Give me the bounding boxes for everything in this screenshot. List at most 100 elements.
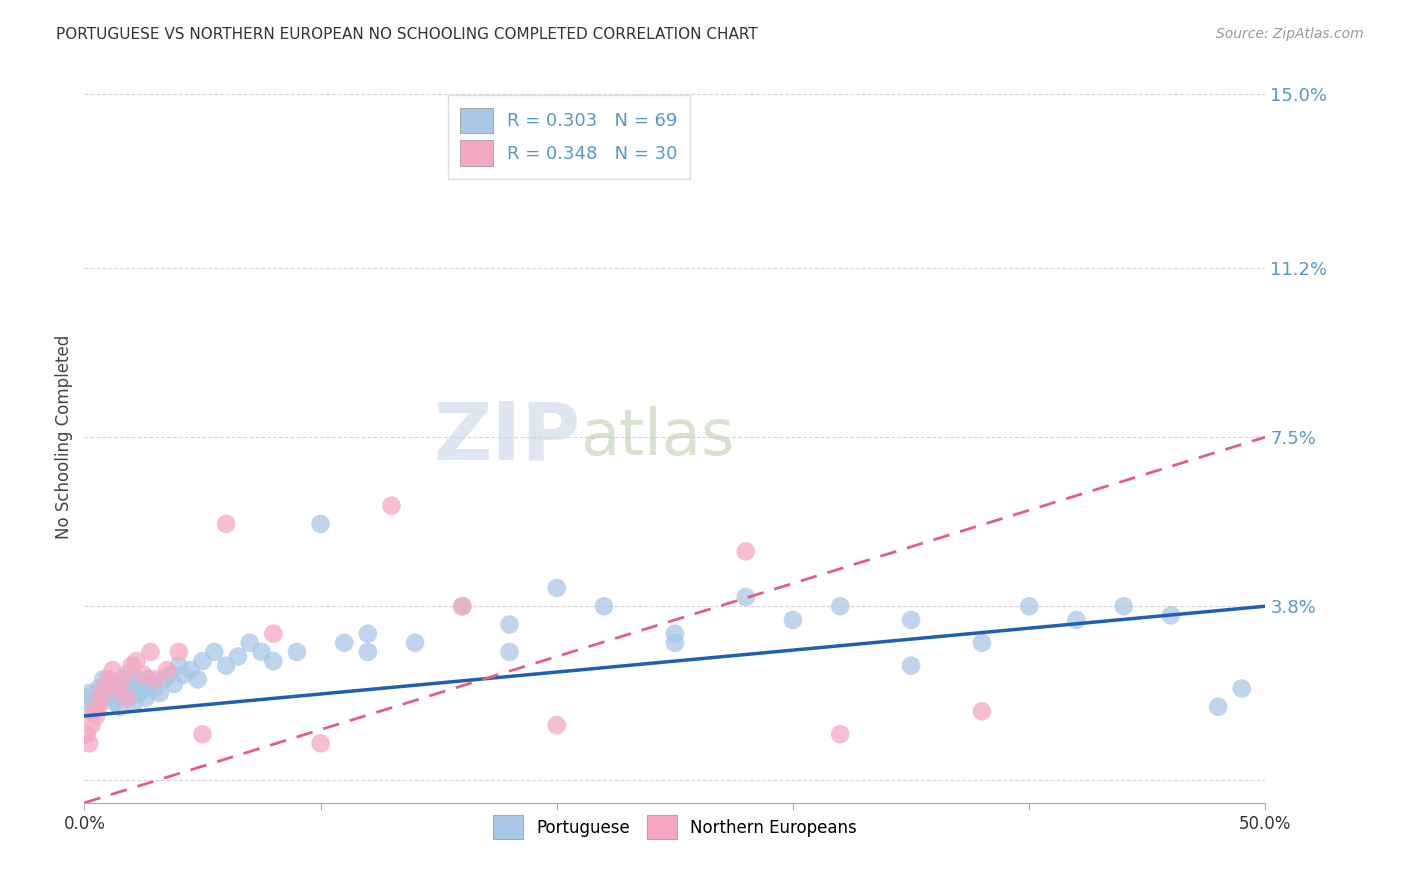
Point <box>107 686 129 700</box>
Point <box>202 645 225 659</box>
Point <box>143 681 166 696</box>
Point <box>157 667 180 682</box>
Point <box>129 677 152 691</box>
Point <box>111 673 134 687</box>
Point <box>163 677 186 691</box>
Point <box>734 544 756 558</box>
Point <box>121 658 143 673</box>
Point <box>143 673 166 687</box>
Point <box>173 667 195 682</box>
Point <box>191 727 214 741</box>
Point <box>404 636 426 650</box>
Point <box>83 695 105 709</box>
Point <box>114 681 136 696</box>
Point <box>91 681 114 696</box>
Point <box>357 645 380 659</box>
Point <box>357 626 380 640</box>
Point <box>380 499 402 513</box>
Point <box>80 705 103 719</box>
Point <box>149 686 172 700</box>
Point <box>118 690 141 705</box>
Point <box>101 690 124 705</box>
Point <box>132 681 155 696</box>
Point <box>309 516 332 531</box>
Point <box>191 654 214 668</box>
Point <box>664 626 686 640</box>
Point <box>111 677 134 691</box>
Point <box>900 658 922 673</box>
Point <box>101 663 124 677</box>
Text: ZIP: ZIP <box>433 398 581 476</box>
Point <box>262 626 284 640</box>
Point <box>80 718 103 732</box>
Point <box>136 673 159 687</box>
Point <box>226 649 249 664</box>
Point <box>498 617 520 632</box>
Point <box>122 695 145 709</box>
Point <box>115 667 138 682</box>
Point <box>108 699 131 714</box>
Point <box>90 690 112 705</box>
Point <box>970 636 993 650</box>
Point <box>76 690 98 705</box>
Point <box>76 727 98 741</box>
Point <box>664 636 686 650</box>
Text: PORTUGUESE VS NORTHERN EUROPEAN NO SCHOOLING COMPLETED CORRELATION CHART: PORTUGUESE VS NORTHERN EUROPEAN NO SCHOO… <box>56 27 758 42</box>
Point <box>87 681 110 696</box>
Point <box>97 677 120 691</box>
Point <box>125 673 148 687</box>
Point <box>215 658 238 673</box>
Point <box>77 736 100 750</box>
Point <box>128 686 150 700</box>
Point <box>91 673 114 687</box>
Point <box>546 718 568 732</box>
Point <box>180 663 202 677</box>
Point <box>1066 613 1088 627</box>
Point <box>167 658 190 673</box>
Point <box>285 645 308 659</box>
Point <box>107 681 129 696</box>
Point <box>498 645 520 659</box>
Point <box>139 645 162 659</box>
Point <box>90 690 112 705</box>
Point <box>87 699 110 714</box>
Text: Source: ZipAtlas.com: Source: ZipAtlas.com <box>1216 27 1364 41</box>
Point <box>1230 681 1253 696</box>
Point <box>451 599 474 614</box>
Point <box>333 636 356 650</box>
Point <box>104 695 127 709</box>
Point <box>139 677 162 691</box>
Point <box>84 709 107 723</box>
Point <box>98 681 121 696</box>
Point <box>593 599 616 614</box>
Point <box>546 581 568 595</box>
Point <box>77 686 100 700</box>
Point <box>451 599 474 614</box>
Point <box>1112 599 1135 614</box>
Point <box>782 613 804 627</box>
Text: atlas: atlas <box>581 406 735 468</box>
Point <box>262 654 284 668</box>
Point <box>1206 699 1229 714</box>
Point <box>830 727 852 741</box>
Point <box>153 673 176 687</box>
Point <box>215 516 238 531</box>
Point <box>83 705 105 719</box>
Point <box>1018 599 1040 614</box>
Point <box>125 654 148 668</box>
Point <box>121 681 143 696</box>
Point <box>239 636 262 650</box>
Point <box>900 613 922 627</box>
Point <box>167 645 190 659</box>
Y-axis label: No Schooling Completed: No Schooling Completed <box>55 335 73 539</box>
Point <box>250 645 273 659</box>
Point <box>734 590 756 604</box>
Point <box>156 663 179 677</box>
Point <box>97 673 120 687</box>
Legend: Portuguese, Northern Europeans: Portuguese, Northern Europeans <box>486 809 863 846</box>
Point <box>970 705 993 719</box>
Point <box>1160 608 1182 623</box>
Point <box>84 699 107 714</box>
Point <box>309 736 332 750</box>
Point <box>132 667 155 682</box>
